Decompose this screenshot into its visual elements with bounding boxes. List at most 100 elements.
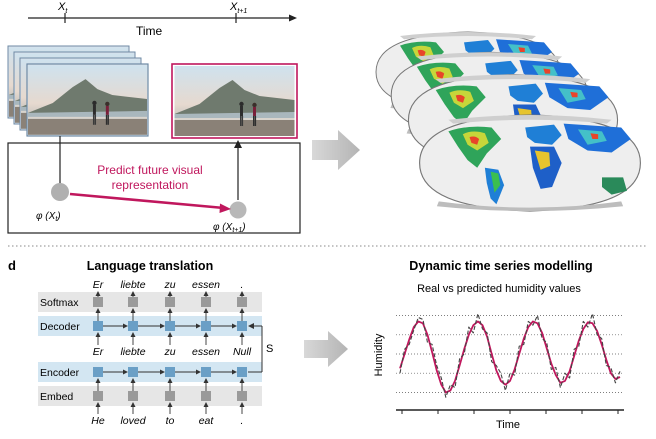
encoder-cell [165,367,175,377]
decoder-cell [93,321,103,331]
input-word: eat [199,415,215,427]
softmax-out-arrow-head-icon [130,291,136,296]
decoder-to-softmax-arrow-head-icon [239,308,245,313]
chart-xlabel: Time [496,419,520,431]
decoder-recurrent-arrow-head-icon [196,323,201,329]
input-to-embed-arrow-head-icon [203,402,209,407]
real-series-line [399,313,621,398]
decoder-input-word: Null [233,346,252,358]
encoder-cell [93,367,103,377]
decoder-cell [165,321,175,331]
decoder-input-arrow-head-icon [167,332,173,337]
input-to-embed-arrow-head-icon [130,402,136,407]
phi-xt1-label: φ (Xt+1) [213,222,246,234]
language-translation-diagram: Softmax Decoder Encoder Embed Er Er He lieb… [38,279,273,427]
input-to-embed-arrow-head-icon [239,402,245,407]
decoder-to-softmax-arrow-head-icon [95,308,101,313]
encoder-recurrent-arrow-head-icon [123,369,128,375]
embed-to-encoder-arrow-head-icon [203,378,209,383]
softmax-cell [165,297,175,307]
embed-to-encoder-arrow-head-icon [239,378,245,383]
input-word: He [91,415,105,427]
softmax-out-arrow-head-icon [239,291,245,296]
row-label-softmax: Softmax [40,297,79,309]
softmax-out-arrow-head-icon [203,291,209,296]
embed-to-encoder-arrow-head-icon [95,378,101,383]
softmax-cell [237,297,247,307]
encoder-recurrent-arrow-head-icon [196,369,201,375]
state-label: S [266,343,273,355]
decoder-input-arrow-head-icon [239,332,245,337]
encoder-cell [237,367,247,377]
embed-cell [201,391,211,401]
softmax-out-arrow-head-icon [95,291,101,296]
embed-to-encoder-arrow-head-icon [167,378,173,383]
label-xt: Xt [57,1,68,15]
softmax-cell [93,297,103,307]
embed-cell [165,391,175,401]
decoder-recurrent-arrow-head-icon [160,323,165,329]
output-word: zu [163,279,175,291]
embed-to-encoder-arrow-head-icon [130,378,136,383]
bottom-transition-arrow-icon [304,331,348,367]
phi-xt-node [51,183,69,201]
representation-box [7,142,301,234]
future-frame [171,63,298,139]
time-axis-arrow-icon [289,14,297,22]
softmax-cell [128,297,138,307]
encoder-cell [201,367,211,377]
output-word: Er [93,279,104,291]
predict-arrow [69,192,225,210]
weather-globe-stack [375,31,642,212]
softmax-cell [201,297,211,307]
decoder-recurrent-arrow-head-icon [123,323,128,329]
phi-xt1-node [229,201,247,219]
decoder-input-word: essen [192,346,220,358]
decoder-to-softmax-arrow-head-icon [167,308,173,313]
chart-ylabel: Humidity [373,333,385,376]
humidity-chart [396,313,624,414]
decoder-input-arrow-head-icon [95,332,101,337]
decoder-cell [128,321,138,331]
time-label: Time [136,24,163,38]
decoder-input-word: Er [93,346,104,358]
top-transition-arrow-icon [312,130,360,170]
encoder-recurrent-arrow-head-icon [160,369,165,375]
softmax-out-arrow-head-icon [167,291,173,296]
decoder-input-word: liebte [120,346,145,358]
encoder-recurrent-arrow-head-icon [232,369,237,375]
encode-future-arrow-head-icon [234,140,242,148]
predicted-series-line [399,320,621,394]
decoder-cell [237,321,247,331]
row-label-decoder: Decoder [40,321,80,333]
input-to-embed-arrow-head-icon [167,402,173,407]
decoder-to-softmax-arrow-head-icon [203,308,209,313]
predict-text-line2: representation [112,178,189,192]
weather-map-4 [418,114,642,212]
decoder-input-word: zu [163,346,175,358]
output-word: liebte [120,279,145,291]
language-title: Language translation [87,259,213,273]
label-xt1: Xt+1 [229,1,247,15]
input-word: loved [120,415,146,427]
embed-cell [93,391,103,401]
embed-cell [128,391,138,401]
encoder-cell [128,367,138,377]
input-word: . [241,415,244,427]
decoder-cell [201,321,211,331]
input-word: to [166,415,175,427]
output-word: . [241,279,244,291]
decoder-input-arrow-head-icon [130,332,136,337]
predict-arrow-head-icon [219,203,231,213]
panel-letter: d [8,258,16,273]
output-word: essen [192,279,220,291]
timeline: Xt Xt+1 Time [28,1,297,38]
row-label-embed: Embed [40,391,73,403]
phi-xt-label: φ (Xt) [36,211,61,223]
chart-subtitle: Real vs predicted humidity values [417,283,581,295]
decoder-input-arrow-head-icon [203,332,209,337]
timeseries-title: Dynamic time series modelling [409,259,592,273]
embed-cell [237,391,247,401]
predict-text-line1: Predict future visual [97,163,202,177]
